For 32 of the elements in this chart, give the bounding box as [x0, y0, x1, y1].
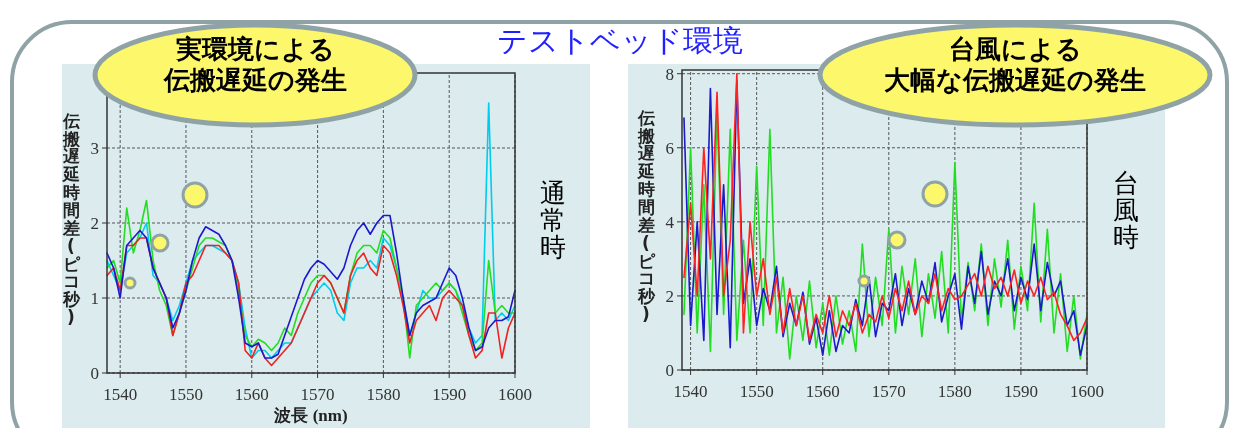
text: テストベッド環境 — [497, 22, 743, 58]
text: 伝搬遅延時間差(ピコ秒) — [637, 107, 655, 325]
y-tick-label: 1 — [90, 289, 99, 308]
x-axis-title: 波長 (nm) — [273, 406, 348, 425]
x-tick-label: 1570 — [300, 385, 335, 404]
x-tick-label: 1590 — [1003, 382, 1038, 401]
x-tick-label: 1560 — [805, 382, 840, 401]
y-tick-label: 2 — [665, 286, 674, 306]
y-tick-label: 0 — [665, 361, 674, 380]
x-tick-label: 1590 — [432, 385, 467, 404]
x-tick-label: 1540 — [673, 382, 708, 401]
x-tick-label: 1540 — [103, 385, 138, 404]
x-tick-label: 1580 — [366, 385, 401, 404]
x-tick-label: 1600 — [498, 385, 532, 404]
y-tick-label: 4 — [665, 212, 675, 232]
x-tick-label: 1550 — [168, 385, 203, 404]
line-series — [106, 237, 516, 367]
x-tick-label: 1570 — [871, 382, 906, 401]
annotation: 台風による大幅な伝搬遅延の発生 — [884, 33, 1146, 95]
text: 台風時 — [1113, 167, 1139, 253]
annotation: 実環境による伝搬遅延の発生 — [162, 33, 347, 95]
x-tick-label: 1600 — [1070, 382, 1104, 401]
x-tick-label: 1550 — [739, 382, 774, 401]
y-tick-label: 8 — [665, 64, 674, 84]
text: 伝搬遅延時間差(ピコ秒) — [62, 110, 80, 328]
x-tick-label: 1560 — [234, 385, 269, 404]
y-tick-label: 6 — [665, 138, 674, 158]
y-tick-label: 2 — [90, 214, 99, 233]
y-tick-label: 3 — [90, 139, 99, 158]
text: 通常時 — [540, 177, 566, 263]
x-tick-label: 1580 — [937, 382, 972, 401]
y-tick-label: 0 — [90, 364, 99, 383]
